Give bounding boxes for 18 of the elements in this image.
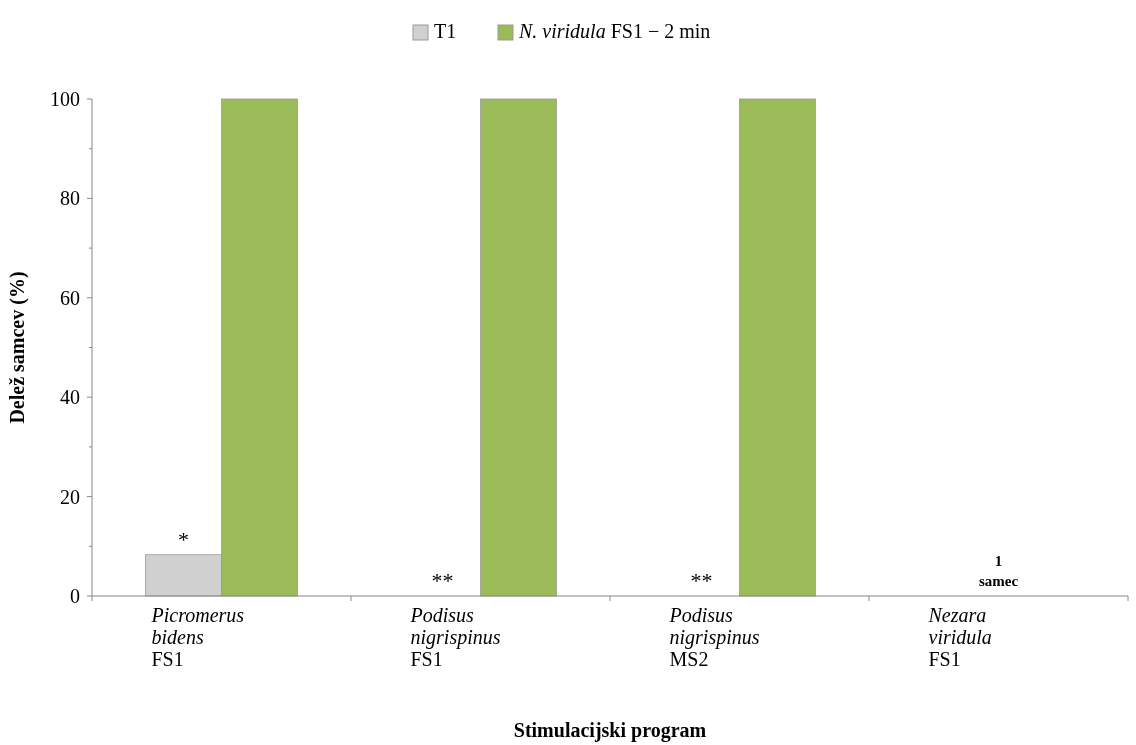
legend-label: T1 xyxy=(434,20,457,42)
x-tick-label: Picromerus bidens FS1 xyxy=(150,604,245,670)
y-tick-label: 60 xyxy=(60,286,80,309)
annotation: ** xyxy=(431,568,454,593)
legend-label: N. viridula FS1 − 2 min xyxy=(518,20,711,42)
y-tick-label: 40 xyxy=(60,386,80,409)
y-axis-title: Delež samcev (%) xyxy=(6,271,29,424)
x-tick-label: Podisus nigrispinus MS2 xyxy=(668,604,760,670)
y-tick-label: 80 xyxy=(60,187,80,210)
annotation: * xyxy=(178,526,189,552)
x-tick-label: Nezara viridula FS1 xyxy=(927,604,992,670)
x-tick-label: Podisus nigrispinus FS1 xyxy=(409,604,501,670)
x-axis-title: Stimulacijski program xyxy=(513,719,707,742)
y-tick-label: 0 xyxy=(70,585,80,607)
annotation: ** xyxy=(690,568,713,593)
y-tick-label: 100 xyxy=(50,88,80,110)
y-tick-label: 20 xyxy=(60,485,80,508)
annotation: 1 samec xyxy=(978,553,1019,589)
